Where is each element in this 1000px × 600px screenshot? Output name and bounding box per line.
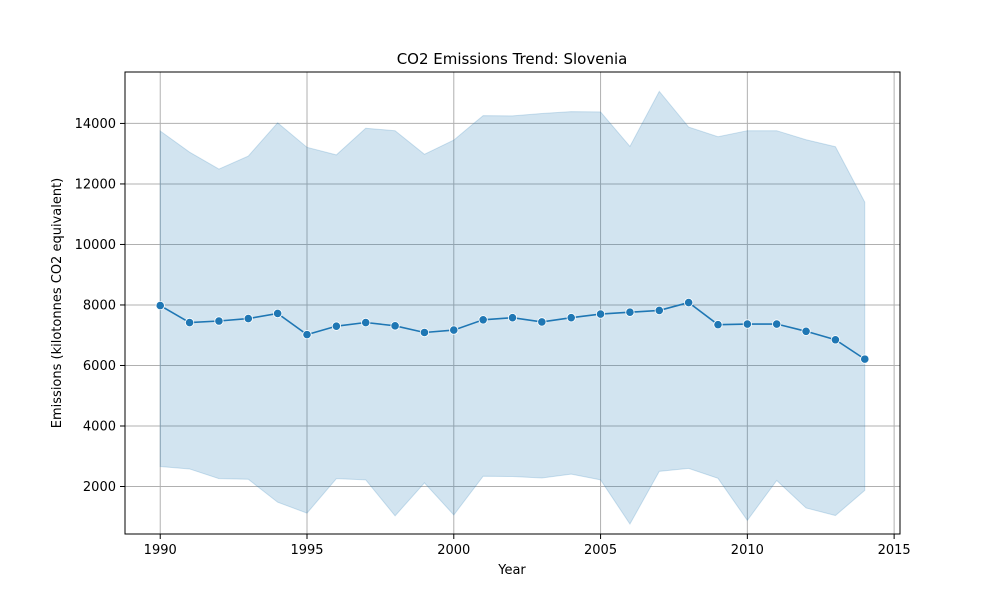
y-tick-label: 2000 (83, 480, 116, 495)
data-point-2010 (742, 319, 752, 329)
confidence-band (159, 90, 866, 525)
y-tick-label: 14000 (75, 117, 116, 132)
data-point-2002 (507, 313, 518, 323)
data-point-2005 (595, 309, 606, 319)
data-point-1996 (331, 321, 341, 331)
data-point-2004 (566, 313, 576, 323)
data-point-2007 (654, 305, 664, 316)
data-point-2001 (478, 315, 488, 325)
data-point-2003 (537, 317, 547, 327)
data-point-2008 (684, 297, 694, 308)
y-tick-label: 6000 (83, 359, 116, 374)
y-tick-label: 4000 (83, 419, 116, 434)
y-tick-label: 12000 (75, 177, 116, 192)
plot-frame (124, 71, 901, 535)
data-point-1990 (155, 300, 165, 311)
data-point-1992 (214, 316, 224, 326)
x-tick-label: 2010 (731, 543, 764, 558)
x-tick-label: 2015 (878, 543, 911, 558)
chart-title: CO2 Emissions Trend: Slovenia (397, 50, 628, 68)
x-tick-label: 2005 (584, 543, 617, 558)
data-point-1995 (302, 330, 312, 340)
x-axis-ticks: 1990 1995 2000 2005 2010 2015 (144, 534, 911, 558)
grid-lines (125, 72, 900, 534)
data-point-2006 (625, 307, 635, 317)
data-point-2009 (713, 320, 723, 330)
y-axis-label: Emissions (kilotonnes CO2 equivalent) (50, 178, 65, 428)
data-point-1998 (390, 321, 400, 331)
data-point-2013 (830, 335, 841, 345)
y-tick-label: 8000 (83, 298, 116, 313)
data-point-2000 (449, 325, 459, 335)
data-point-1999 (419, 327, 430, 338)
data-markers (155, 297, 870, 364)
y-tick-label: 10000 (75, 238, 116, 253)
x-tick-label: 1990 (144, 543, 177, 558)
data-point-2014 (860, 354, 870, 364)
data-point-2011 (772, 319, 782, 329)
x-tick-label: 1995 (290, 543, 323, 558)
data-point-2012 (801, 326, 811, 336)
data-point-1994 (273, 308, 283, 319)
x-axis-label: Year (497, 563, 526, 578)
band-area (159, 90, 866, 525)
data-point-1991 (184, 317, 195, 328)
x-tick-label: 2000 (437, 543, 470, 558)
data-point-1997 (361, 317, 371, 328)
data-point-1993 (243, 313, 253, 324)
y-axis-ticks: 2000 4000 6000 8000 10000 12000 14000 (75, 117, 125, 495)
